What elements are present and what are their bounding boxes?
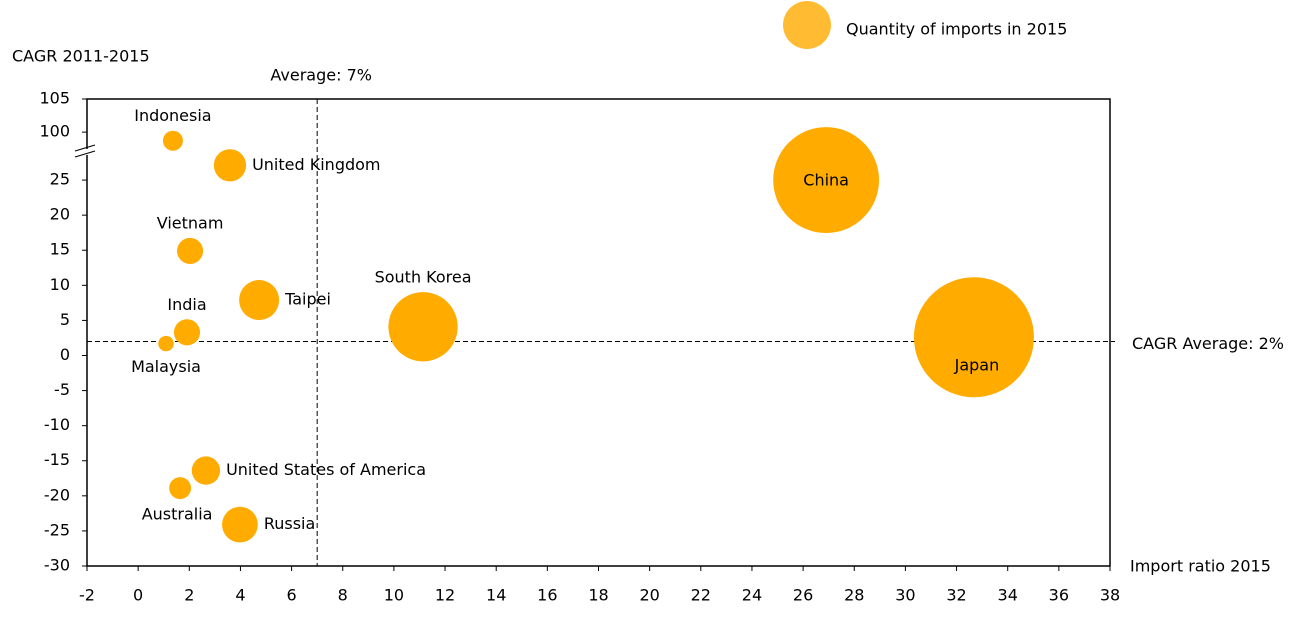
y-tick-label: 100 [39,122,70,141]
x-tick-label: 4 [235,586,245,605]
bubble-label: United States of America [226,460,426,479]
x-tick-label: 16 [537,586,557,605]
x-tick-label: 26 [793,586,813,605]
x-tick-label: 24 [742,586,762,605]
bubble [177,237,204,264]
y-tick-label: -30 [44,556,70,575]
x-tick-label: 12 [435,586,455,605]
bubble [388,292,458,362]
bubble [222,506,258,543]
bubble [158,335,174,352]
x-tick-label: 32 [946,586,966,605]
average-label: CAGR Average: 2% [1132,334,1284,353]
bubble-label: Russia [264,514,315,533]
x-tick-label: 20 [639,586,659,605]
axis-break [74,150,96,158]
x-tick-label: 30 [895,586,915,605]
bubble [239,280,280,321]
x-tick-label: 18 [588,586,608,605]
x-tick-label: 6 [287,586,297,605]
bubble-label: Australia [142,505,213,524]
x-tick-label: 0 [133,586,143,605]
y-tick-label: -15 [44,450,70,469]
bubble-label: China [803,171,849,190]
axis-break-gap [77,149,97,155]
y-tick-label: -20 [44,485,70,504]
bubble-label: Malaysia [131,357,201,376]
bubble [173,319,201,346]
x-tick-label: 8 [338,586,348,605]
y-tick-label: 105 [39,89,70,108]
y-tick-label: -10 [44,415,70,434]
bubble-label: Indonesia [134,106,211,125]
bubble [191,456,221,485]
y-tick-label: -25 [44,520,70,539]
x-tick-label: 34 [998,586,1018,605]
x-tick-label: 36 [1049,586,1069,605]
x-tick-label: 14 [486,586,506,605]
bubble-label: India [167,295,206,314]
y-tick-label: -5 [54,380,70,399]
bubble-label: South Korea [375,268,472,287]
bubble [773,127,880,233]
bubble-label: United Kingdom [252,155,380,174]
x-tick-label: -2 [79,586,95,605]
bubble [162,130,183,151]
legend-label: Quantity of imports in 2015 [846,20,1067,39]
x-tick-label: 2 [184,586,194,605]
average-label: Average: 7% [270,66,372,85]
y-tick-label: 10 [50,275,70,294]
y-tick-label: 20 [50,205,70,224]
y-tick-label: 0 [60,345,70,364]
x-tick-label: 22 [691,586,711,605]
bubble-label: Vietnam [157,213,224,232]
bubble-label: Taipei [284,290,331,309]
y-tick-label: 5 [60,310,70,329]
axis-break [74,144,96,152]
x-tick-label: 38 [1100,586,1120,605]
bubble [213,149,247,182]
x-tick-label: 10 [384,586,404,605]
bubble [169,477,192,500]
x-tick-label: 28 [844,586,864,605]
legend-marker [783,1,831,49]
y-tick-label: 25 [50,170,70,189]
x-axis-label: Import ratio 2015 [1130,557,1271,576]
y-axis-label: CAGR 2011-2015 [12,47,150,66]
bubble-label: Japan [954,356,1000,375]
plot-frame [86,98,1111,567]
y-tick-label: 15 [50,240,70,259]
bubble [913,277,1034,398]
